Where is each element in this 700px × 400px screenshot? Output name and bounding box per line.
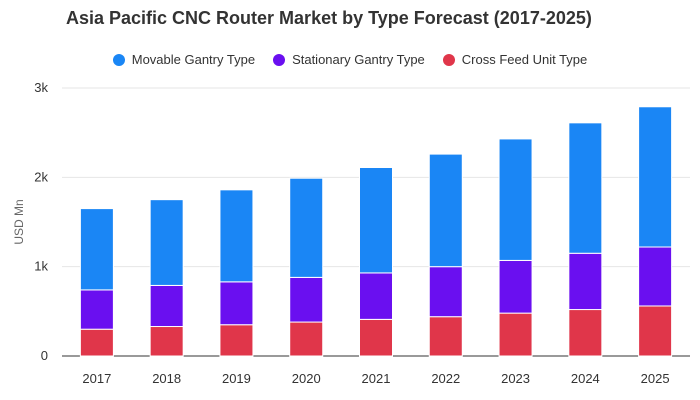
bar-movable-gantry-type-2020[interactable]	[289, 177, 324, 278]
bar-cross-feed-unit-type-2021[interactable]	[359, 318, 393, 357]
x-tick-label: 2017	[82, 371, 111, 386]
legend-item-cross-feed[interactable]: Cross Feed Unit Type	[442, 52, 588, 67]
bar-cross-feed-unit-type-2023[interactable]	[498, 312, 533, 357]
legend: Movable Gantry Type Stationary Gantry Ty…	[0, 52, 700, 67]
y-tick-label: 2k	[34, 169, 48, 184]
legend-swatch-stationary-gantry	[273, 53, 286, 66]
bar-stationary-gantry-type-2022[interactable]	[428, 266, 463, 318]
x-tick-label: 2019	[222, 371, 251, 386]
bar-movable-gantry-type-2021[interactable]	[359, 167, 393, 274]
bar-stationary-gantry-type-2020[interactable]	[289, 276, 324, 323]
x-tick-label: 2018	[152, 371, 181, 386]
x-tick-label: 2023	[501, 371, 530, 386]
y-tick-label: 3k	[34, 80, 48, 95]
x-tick-label: 2025	[641, 371, 670, 386]
bar-movable-gantry-type-2018[interactable]	[149, 199, 184, 286]
legend-swatch-movable-gantry	[112, 53, 125, 66]
x-axis: 2017 2018 2019 2020 2021 2022 2023 2024 2025	[82, 371, 669, 386]
x-tick-label: 2024	[571, 371, 600, 386]
y-tick-label: 0	[41, 348, 48, 363]
legend-item-stationary-gantry[interactable]: Stationary Gantry Type	[273, 52, 425, 67]
bar-stationary-gantry-type-2021[interactable]	[359, 272, 393, 320]
legend-label-stationary-gantry: Stationary Gantry Type	[292, 52, 425, 67]
bar-movable-gantry-type-2025[interactable]	[638, 106, 673, 248]
x-tick-label: 2022	[431, 371, 460, 386]
bar-stationary-gantry-type-2019[interactable]	[219, 281, 254, 326]
bar-movable-gantry-type-2023[interactable]	[498, 138, 533, 261]
bar-cross-feed-unit-type-2024[interactable]	[568, 309, 603, 357]
x-tick-label: 2021	[362, 371, 391, 386]
chart-title: Asia Pacific CNC Router Market by Type F…	[66, 8, 592, 28]
y-axis: 0 1k 2k 3k	[34, 80, 48, 363]
y-tick-label: 1k	[34, 259, 48, 274]
bars	[79, 106, 673, 357]
bar-cross-feed-unit-type-2022[interactable]	[428, 316, 463, 357]
bar-movable-gantry-type-2024[interactable]	[568, 122, 603, 254]
bar-stationary-gantry-type-2023[interactable]	[498, 259, 533, 314]
legend-swatch-cross-feed	[442, 53, 455, 66]
legend-label-movable-gantry: Movable Gantry Type	[131, 52, 256, 67]
bar-cross-feed-unit-type-2018[interactable]	[149, 326, 184, 357]
y-axis-label: USD Mn	[12, 199, 26, 244]
x-tick-label: 2020	[292, 371, 321, 386]
bar-stationary-gantry-type-2025[interactable]	[638, 246, 673, 307]
bar-stationary-gantry-type-2017[interactable]	[79, 289, 114, 330]
bar-cross-feed-unit-type-2017[interactable]	[79, 328, 114, 357]
bar-movable-gantry-type-2019[interactable]	[219, 189, 254, 283]
bar-movable-gantry-type-2017[interactable]	[79, 208, 114, 291]
bar-cross-feed-unit-type-2025[interactable]	[638, 305, 673, 357]
bar-cross-feed-unit-type-2019[interactable]	[219, 324, 254, 357]
legend-label-cross-feed: Cross Feed Unit Type	[461, 52, 588, 67]
bar-cross-feed-unit-type-2020[interactable]	[289, 321, 324, 357]
legend-item-movable-gantry[interactable]: Movable Gantry Type	[112, 52, 256, 67]
bar-stationary-gantry-type-2018[interactable]	[149, 284, 184, 328]
bar-stationary-gantry-type-2024[interactable]	[568, 252, 603, 311]
bar-movable-gantry-type-2022[interactable]	[428, 153, 463, 268]
